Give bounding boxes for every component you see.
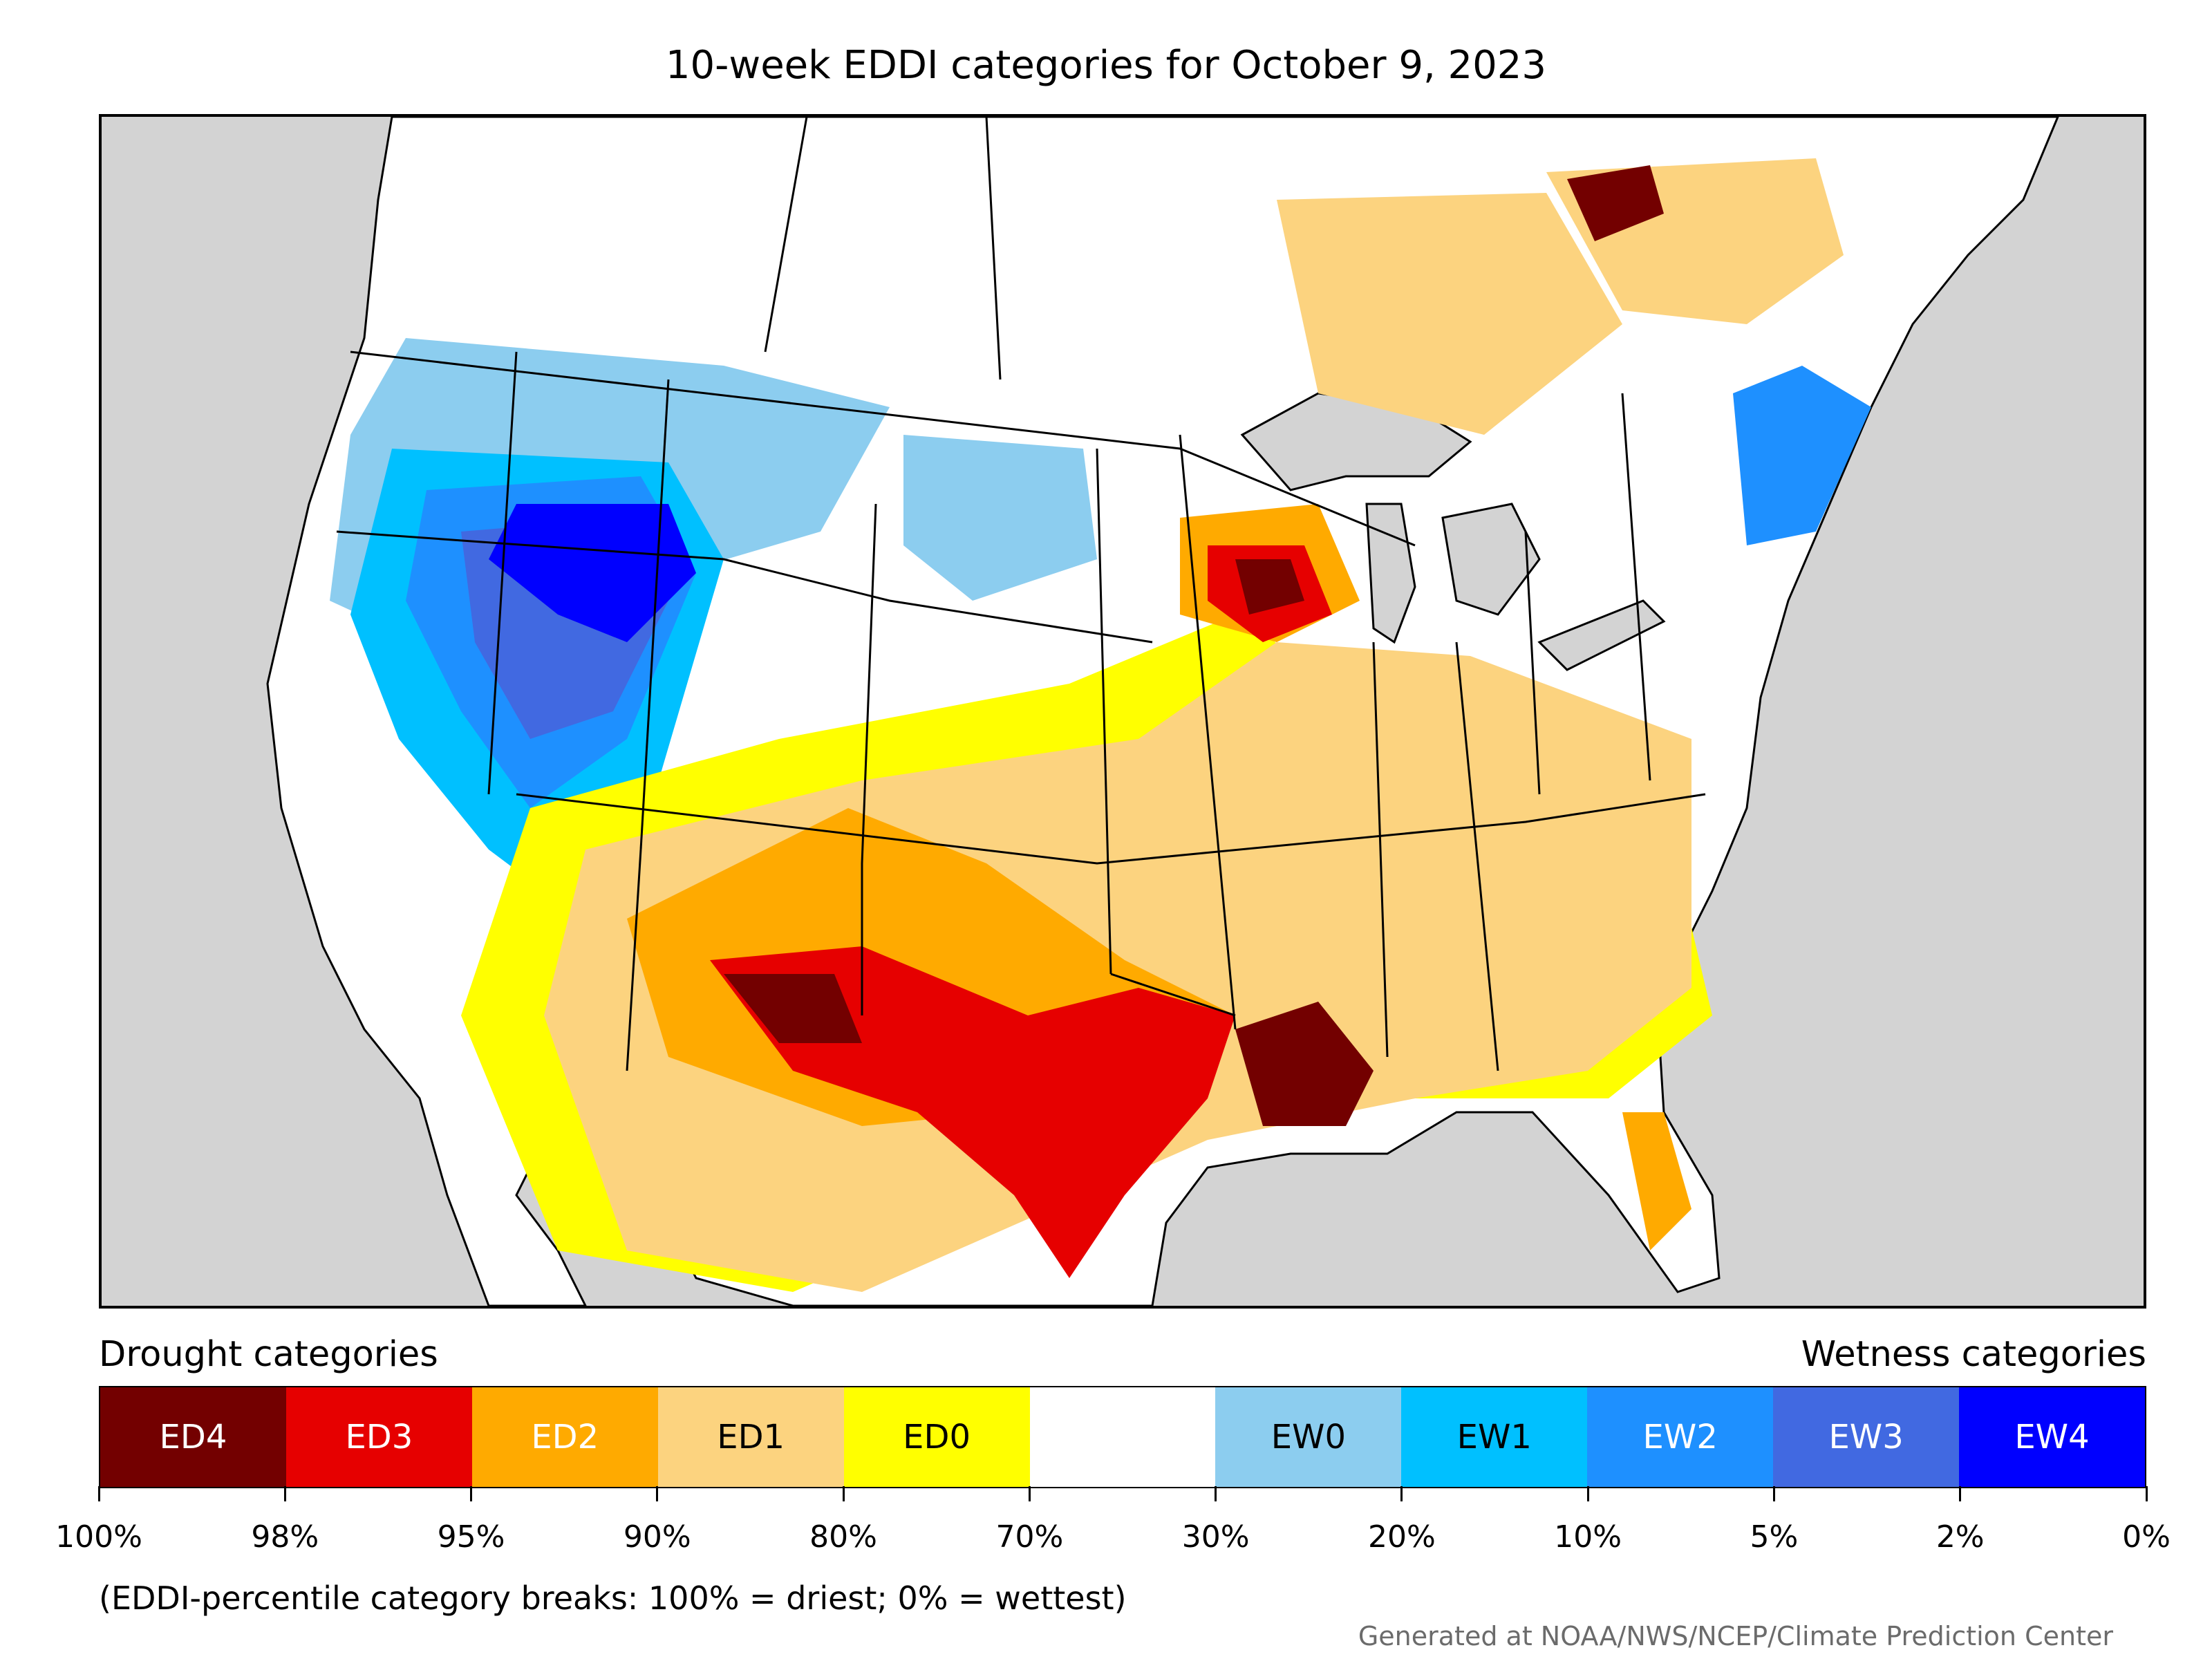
colorbar-tick bbox=[1028, 1486, 1031, 1501]
great-lakes bbox=[1240, 392, 1666, 671]
eddi-map bbox=[266, 117, 2059, 1306]
ed2-florida bbox=[1622, 1112, 1691, 1250]
category-breaks-note: (EDDI-percentile category breaks: 100% =… bbox=[99, 1580, 1127, 1617]
colorbar-tick-label: 80% bbox=[809, 1519, 877, 1555]
colorbar-tick bbox=[1959, 1486, 1962, 1501]
ed4-quebec bbox=[1567, 165, 1664, 241]
category-colorbar: ED4 ED3 ED2 ED1 ED0 EW0 EW1 EW2 EW3 EW4 bbox=[99, 1386, 2146, 1488]
ed1-ontario bbox=[1277, 193, 1622, 435]
colorbar-cell-ew3: EW3 bbox=[1773, 1387, 1960, 1487]
colorbar-tick bbox=[1400, 1486, 1403, 1501]
colorbar-tick bbox=[2145, 1486, 2148, 1501]
colorbar-tick-label: 0% bbox=[2122, 1519, 2171, 1555]
colorbar-tick-label: 2% bbox=[1936, 1519, 1985, 1555]
political-borders bbox=[336, 117, 1706, 1071]
colorbar-tick-label: 5% bbox=[1750, 1519, 1799, 1555]
colorbar-tick-label: 98% bbox=[251, 1519, 319, 1555]
colorbar-tick bbox=[283, 1486, 286, 1501]
colorbar-cell-ew2: EW2 bbox=[1587, 1387, 1774, 1487]
colorbar-tick-label: 95% bbox=[437, 1519, 505, 1555]
ew0-plains bbox=[903, 435, 1097, 601]
ew2-new-england bbox=[1733, 366, 1871, 545]
colorbar-cell-ew4: EW4 bbox=[1959, 1387, 2145, 1487]
map-area bbox=[99, 114, 2146, 1309]
colorbar-tick bbox=[1215, 1486, 1217, 1501]
colorbar-tick-label: 30% bbox=[1181, 1519, 1250, 1555]
colorbar-cell-ew0: EW0 bbox=[1215, 1387, 1402, 1487]
ed4-iowa bbox=[1235, 559, 1304, 615]
colorbar-cell-ed4: ED4 bbox=[100, 1387, 286, 1487]
colorbar-tick bbox=[470, 1486, 473, 1501]
colorbar-tick-label: 90% bbox=[623, 1519, 691, 1555]
map-title: 10-week EDDI categories for October 9, 2… bbox=[665, 43, 1547, 88]
wetness-categories-header: Wetness categories bbox=[1801, 1334, 2146, 1375]
colorbar-tick bbox=[97, 1486, 100, 1501]
colorbar-tick-label: 20% bbox=[1368, 1519, 1436, 1555]
ew4-idaho bbox=[489, 504, 696, 642]
colorbar-tick bbox=[1586, 1486, 1589, 1501]
colorbar-ticks bbox=[97, 1486, 2148, 1507]
colorbar-cell-ed0: ED0 bbox=[843, 1387, 1030, 1487]
colorbar-tick-label: 70% bbox=[995, 1519, 1064, 1555]
colorbar-cell-ed2: ED2 bbox=[471, 1387, 658, 1487]
colorbar-tick-label: 100% bbox=[55, 1519, 142, 1555]
colorbar-tick-label: 10% bbox=[1554, 1519, 1622, 1555]
drought-categories-header: Drought categories bbox=[99, 1334, 438, 1375]
ed4-new-mexico bbox=[724, 974, 862, 1043]
colorbar-cell-ew1: EW1 bbox=[1401, 1387, 1588, 1487]
colorbar-cell-neutral bbox=[1029, 1387, 1216, 1487]
colorbar-tick bbox=[842, 1486, 845, 1501]
colorbar-tick bbox=[1772, 1486, 1775, 1501]
colorbar-cell-ed3: ED3 bbox=[285, 1387, 472, 1487]
colorbar-cell-ed1: ED1 bbox=[657, 1387, 844, 1487]
ed4-louisiana bbox=[1235, 1002, 1374, 1126]
colorbar-tick bbox=[656, 1486, 659, 1501]
credit-line: Generated at NOAA/NWS/NCEP/Climate Predi… bbox=[1358, 1621, 2113, 1651]
